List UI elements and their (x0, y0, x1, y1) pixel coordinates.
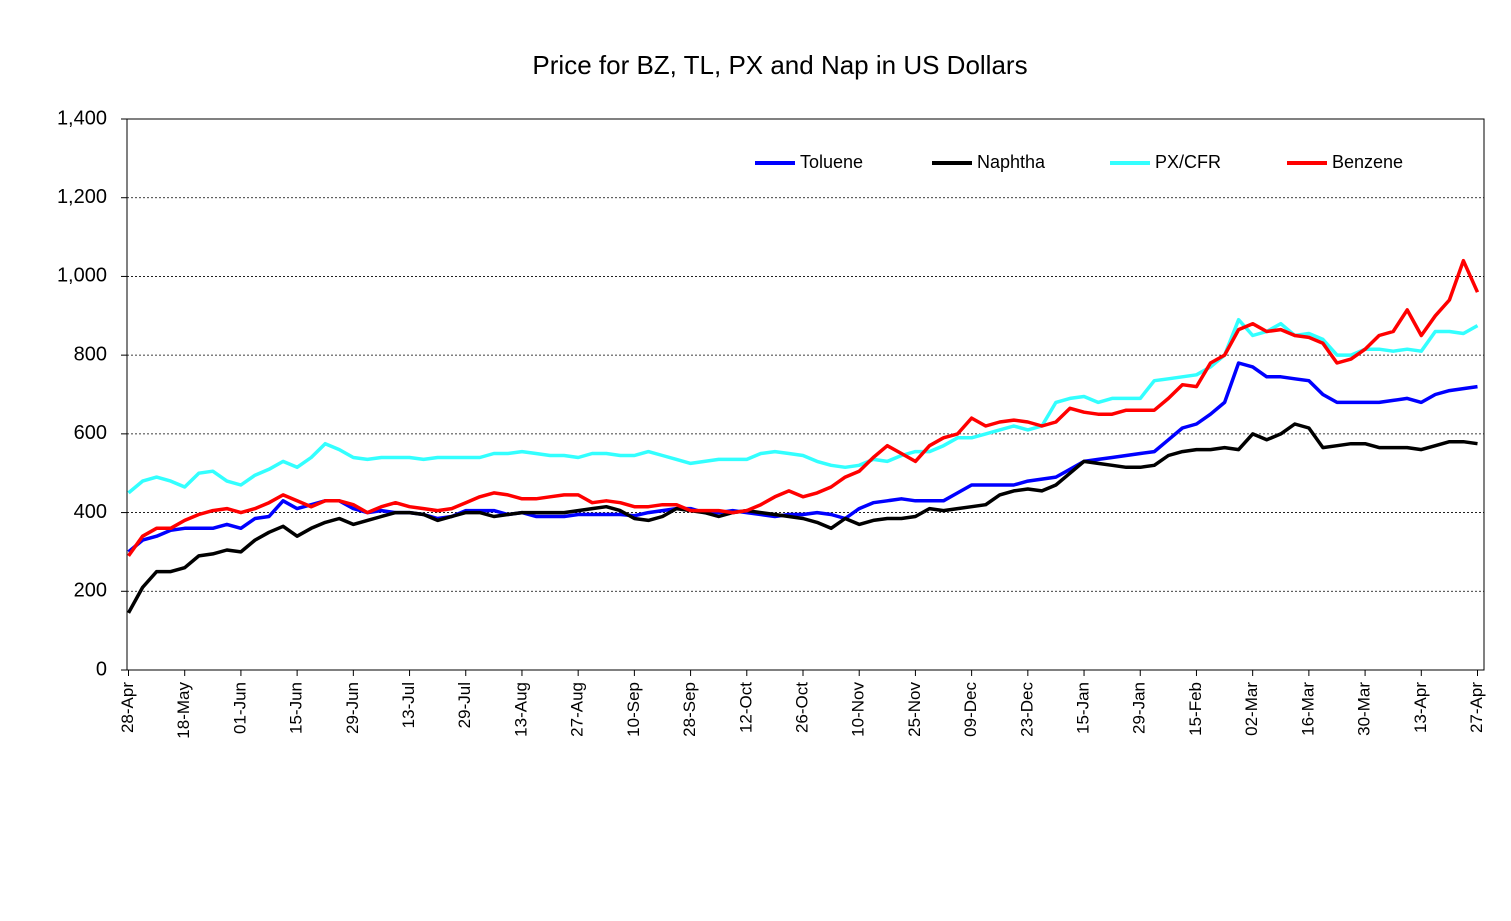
x-tick-label: 15-Feb (1186, 682, 1205, 736)
x-tick-label: 01-Jun (230, 682, 249, 734)
x-tick-label: 28-Sep (680, 682, 699, 737)
x-tick-label: 15-Jan (1074, 682, 1093, 734)
x-tick-label: 28-Apr (118, 682, 137, 733)
x-tick-label: 27-Aug (568, 682, 587, 737)
x-tick-label: 09-Dec (961, 682, 980, 737)
y-tick-label: 200 (74, 580, 107, 602)
x-tick-label: 23-Dec (1017, 682, 1036, 737)
y-tick-label: 800 (74, 343, 107, 365)
x-tick-label: 02-Mar (1242, 682, 1261, 736)
series-line (127, 317, 1479, 495)
x-tick-label: 10-Sep (624, 682, 643, 737)
x-tick-label: 10-Nov (849, 682, 868, 737)
y-tick-label: 1,200 (57, 186, 107, 208)
x-tick-label: 13-Apr (1411, 682, 1430, 733)
y-tick-label: 0 (96, 658, 107, 680)
series-line (127, 258, 1480, 557)
x-tick-label: 29-Jul (455, 682, 474, 728)
y-tick-label: 1,400 (57, 107, 107, 129)
x-tick-label: 30-Mar (1355, 682, 1374, 736)
x-tick-label: 26-Oct (792, 682, 811, 733)
x-tick-label: 25-Nov (905, 682, 924, 737)
legend-label: Naphtha (977, 152, 1046, 172)
x-tick-label: 16-Mar (1298, 682, 1317, 736)
series-line (126, 422, 1478, 614)
plot-frame (126, 118, 1485, 671)
legend-label: Benzene (1332, 152, 1403, 172)
legend-label: Toluene (800, 152, 863, 172)
x-tick-label: 29-Jun (343, 682, 362, 734)
x-tick-label: 29-Jan (1130, 682, 1149, 734)
series-line (127, 361, 1478, 554)
x-tick-label: 18-May (174, 682, 193, 739)
y-tick-label: 400 (74, 501, 107, 523)
chart-title: Price for BZ, TL, PX and Nap in US Dolla… (532, 50, 1027, 80)
x-tick-label: 27-Apr (1467, 682, 1486, 733)
x-tick-label: 15-Jun (287, 682, 306, 734)
y-tick-label: 600 (74, 422, 107, 444)
x-tick-label: 13-Jul (399, 682, 418, 728)
y-tick-label: 1,000 (57, 265, 107, 287)
x-tick-label: 12-Oct (736, 682, 755, 733)
x-tick-label: 13-Aug (511, 682, 530, 737)
legend-label: PX/CFR (1155, 152, 1221, 172)
